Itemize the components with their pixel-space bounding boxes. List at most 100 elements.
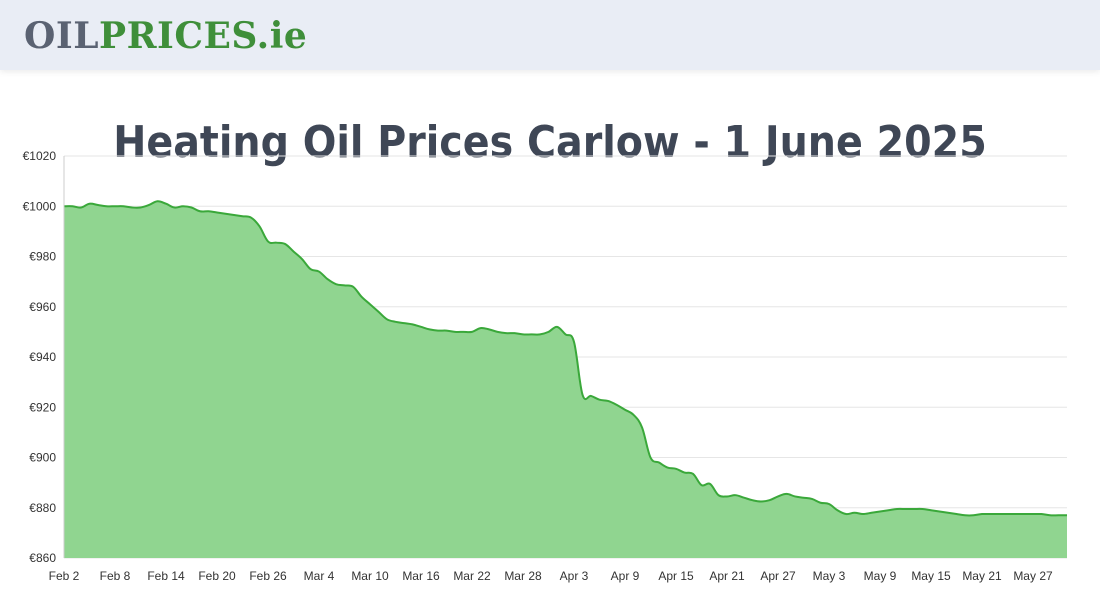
data-point[interactable] (665, 465, 671, 471)
data-point[interactable] (495, 329, 501, 335)
data-point[interactable] (656, 460, 662, 466)
data-point[interactable] (367, 301, 373, 307)
data-point[interactable] (1039, 511, 1045, 517)
data-point[interactable] (605, 398, 611, 404)
data-point[interactable] (274, 240, 280, 246)
data-point[interactable] (512, 330, 518, 336)
data-point[interactable] (724, 493, 730, 499)
data-point[interactable] (1030, 511, 1036, 517)
data-point[interactable] (1005, 511, 1011, 517)
data-point[interactable] (979, 511, 985, 517)
site-logo[interactable]: OILPRICES.ie (24, 14, 307, 58)
data-point[interactable] (359, 294, 365, 300)
data-point[interactable] (860, 511, 866, 517)
data-point[interactable] (563, 331, 569, 337)
data-point[interactable] (95, 202, 101, 208)
data-point[interactable] (486, 326, 492, 332)
data-point[interactable] (155, 198, 161, 204)
data-point[interactable] (393, 319, 399, 325)
data-point[interactable] (384, 316, 390, 322)
data-point[interactable] (333, 281, 339, 287)
data-point[interactable] (886, 507, 892, 513)
data-point[interactable] (945, 510, 951, 516)
data-point[interactable] (350, 284, 356, 290)
data-point[interactable] (316, 269, 322, 275)
data-point[interactable] (911, 506, 917, 512)
data-point[interactable] (70, 203, 76, 209)
data-point[interactable] (920, 506, 926, 512)
data-point[interactable] (639, 424, 645, 430)
data-point[interactable] (1056, 512, 1062, 518)
data-point[interactable] (588, 393, 594, 399)
data-point[interactable] (1022, 511, 1028, 517)
data-point[interactable] (843, 511, 849, 517)
data-point[interactable] (172, 205, 178, 211)
data-point[interactable] (614, 402, 620, 408)
data-point[interactable] (206, 208, 212, 214)
data-point[interactable] (520, 331, 526, 337)
data-point[interactable] (265, 238, 271, 244)
data-point[interactable] (197, 208, 203, 214)
data-point[interactable] (937, 509, 943, 515)
data-point[interactable] (741, 495, 747, 501)
data-point[interactable] (801, 495, 807, 501)
data-point[interactable] (580, 392, 586, 398)
data-point[interactable] (427, 326, 433, 332)
data-point[interactable] (223, 211, 229, 217)
data-point[interactable] (733, 492, 739, 498)
data-point[interactable] (129, 205, 135, 211)
data-point[interactable] (248, 215, 254, 221)
data-point[interactable] (852, 510, 858, 516)
data-point[interactable] (121, 203, 127, 209)
data-point[interactable] (571, 339, 577, 345)
data-point[interactable] (189, 205, 195, 211)
data-point[interactable] (673, 466, 679, 472)
data-point[interactable] (962, 512, 968, 518)
data-point[interactable] (478, 325, 484, 331)
data-point[interactable] (877, 509, 883, 515)
data-point[interactable] (342, 282, 348, 288)
data-point[interactable] (138, 205, 144, 211)
data-point[interactable] (503, 330, 509, 336)
data-point[interactable] (971, 512, 977, 518)
data-point[interactable] (1047, 512, 1053, 518)
data-point[interactable] (928, 507, 934, 513)
data-point[interactable] (648, 455, 654, 461)
data-point[interactable] (240, 213, 246, 219)
data-point[interactable] (597, 397, 603, 403)
data-point[interactable] (163, 201, 169, 207)
data-point[interactable] (529, 331, 535, 337)
data-point[interactable] (988, 511, 994, 517)
data-point[interactable] (835, 507, 841, 513)
data-point[interactable] (826, 501, 832, 507)
data-point[interactable] (469, 329, 475, 335)
data-point[interactable] (435, 328, 441, 334)
data-point[interactable] (546, 329, 552, 335)
data-point[interactable] (758, 498, 764, 504)
data-point[interactable] (78, 205, 84, 211)
data-point[interactable] (112, 203, 118, 209)
data-point[interactable] (461, 329, 467, 335)
data-point[interactable] (784, 491, 790, 497)
data-point[interactable] (87, 201, 93, 207)
data-point[interactable] (954, 511, 960, 517)
data-point[interactable] (231, 212, 237, 218)
data-point[interactable] (554, 324, 560, 330)
data-point[interactable] (903, 506, 909, 512)
data-point[interactable] (452, 329, 458, 335)
data-point[interactable] (282, 241, 288, 247)
data-point[interactable] (146, 202, 152, 208)
data-point[interactable] (291, 248, 297, 254)
data-point[interactable] (61, 203, 67, 209)
data-point[interactable] (401, 320, 407, 326)
data-point[interactable] (214, 210, 220, 216)
data-point[interactable] (690, 471, 696, 477)
data-point[interactable] (682, 470, 688, 476)
data-point[interactable] (444, 328, 450, 334)
data-point[interactable] (418, 324, 424, 330)
data-point[interactable] (894, 506, 900, 512)
data-point[interactable] (376, 309, 382, 315)
data-point[interactable] (410, 321, 416, 327)
data-point[interactable] (809, 496, 815, 502)
data-point[interactable] (1064, 512, 1070, 518)
